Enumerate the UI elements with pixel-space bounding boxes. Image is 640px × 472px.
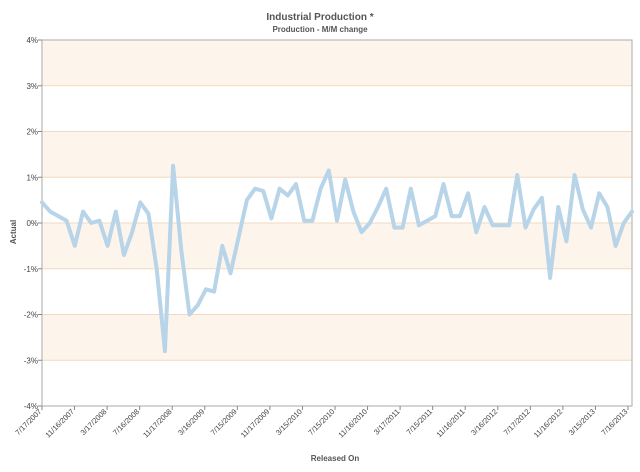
y-tick-label: 0% xyxy=(26,219,38,228)
x-tick-label: 7/15/2011 xyxy=(405,407,435,437)
chart-title: Industrial Production * xyxy=(266,12,373,23)
x-tick-label: 7/16/2013 xyxy=(599,407,629,437)
x-tick-label: 11/16/2012 xyxy=(532,407,565,440)
y-tick-label: 4% xyxy=(26,36,38,45)
background-band xyxy=(42,131,632,178)
x-tick-label: 7/16/2008 xyxy=(111,407,141,437)
series-group xyxy=(40,163,634,354)
background-band xyxy=(42,85,632,132)
x-tick-label: 3/15/2010 xyxy=(274,407,304,437)
x-tick-label: 3/17/2008 xyxy=(79,407,109,437)
y-tick-label: -3% xyxy=(24,356,38,365)
y-axis-ticks: 4% 3% 2% 1% 0% -1% -2% -3% -4% xyxy=(24,36,42,411)
y-tick-label: -1% xyxy=(24,265,38,274)
x-tick-label: 3/16/2009 xyxy=(176,407,206,437)
y-axis-label: Actual xyxy=(9,220,18,244)
background-band xyxy=(42,314,632,361)
x-tick-label: 3/17/2011 xyxy=(372,407,402,437)
x-tick-label: 7/17/2012 xyxy=(502,407,532,437)
background-bands xyxy=(42,40,632,406)
x-tick-label: 7/15/2009 xyxy=(209,407,239,437)
x-tick-label: 7/15/2010 xyxy=(306,407,336,437)
background-band xyxy=(42,223,632,269)
x-tick-label: 7/17/2007 xyxy=(13,407,43,437)
chart-subtitle: Production - M/M change xyxy=(272,25,368,34)
x-tick-label: 11/16/2007 xyxy=(43,407,76,440)
y-tick-label: -4% xyxy=(24,402,38,411)
y-tick-label: 2% xyxy=(26,128,38,137)
y-tick-label: 1% xyxy=(26,173,38,182)
background-band xyxy=(42,268,632,315)
series-line xyxy=(40,163,634,354)
x-tick-label: 11/16/2011 xyxy=(435,407,467,439)
y-tick-label: 3% xyxy=(26,82,38,91)
y-tick-label: -2% xyxy=(24,311,38,320)
background-band xyxy=(42,360,632,406)
x-tick-label: 11/16/2010 xyxy=(336,407,369,440)
x-axis-ticks: 7/17/2007 11/16/2007 3/17/2008 7/16/2008 11/… xyxy=(13,406,629,440)
x-tick-label: 3/15/2013 xyxy=(567,407,597,437)
x-tick-label: 11/17/2009 xyxy=(239,407,272,440)
x-tick-label: 11/17/2008 xyxy=(141,407,174,440)
x-tick-label: 3/16/2012 xyxy=(469,407,499,437)
background-band xyxy=(42,40,632,86)
x-axis-label: Released On xyxy=(311,454,360,463)
